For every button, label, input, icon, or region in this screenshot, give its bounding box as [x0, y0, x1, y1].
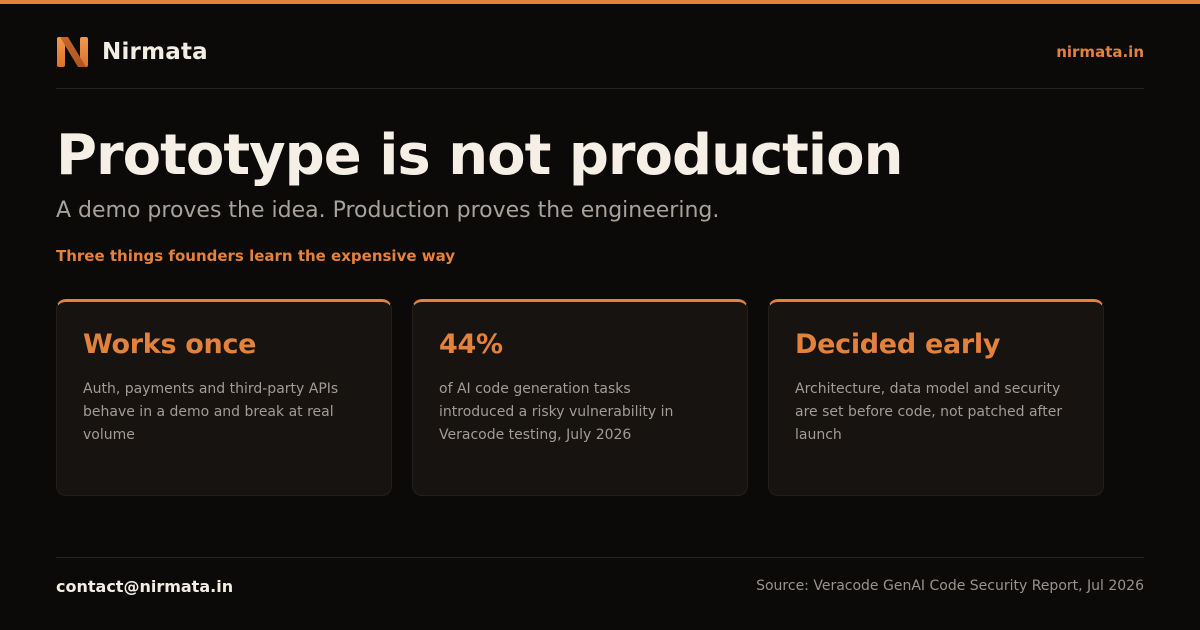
page-title: Prototype is not production — [56, 123, 903, 188]
footer: contact@nirmata.in Source: Veracode GenA… — [56, 574, 1144, 598]
card-text: of AI code generation tasks introduced a… — [439, 381, 674, 443]
nirmata-logo-icon — [57, 37, 88, 67]
footer-divider — [56, 557, 1144, 558]
card-vulnerability-stat: 44% of AI code generation tasks introduc… — [412, 299, 748, 496]
card-text: Architecture, data model and security ar… — [795, 381, 1063, 443]
header: Nirmata nirmata.in — [56, 30, 1144, 74]
section-kicker: Three things founders learn the expensiv… — [56, 247, 456, 265]
brand[interactable]: Nirmata — [56, 35, 208, 69]
contact-email[interactable]: contact@nirmata.in — [56, 576, 234, 596]
card-title: 44% — [439, 329, 503, 360]
cards-row: Works once Auth, payments and third-part… — [56, 299, 1104, 496]
card-title: Decided early — [795, 329, 1001, 360]
page-subtitle: A demo proves the idea. Production prove… — [56, 198, 720, 223]
source-citation: Source: Veracode GenAI Code Security Rep… — [756, 578, 1144, 594]
card-title: Works once — [83, 329, 257, 360]
card-decided-early: Decided early Architecture, data model a… — [768, 299, 1104, 496]
card-text: Auth, payments and third-party APIs beha… — [83, 381, 339, 443]
header-divider — [56, 88, 1144, 89]
card-works-once: Works once Auth, payments and third-part… — [56, 299, 392, 496]
brand-name: Nirmata — [102, 39, 208, 65]
site-link[interactable]: nirmata.in — [1056, 43, 1144, 61]
top-accent-bar — [0, 0, 1200, 4]
